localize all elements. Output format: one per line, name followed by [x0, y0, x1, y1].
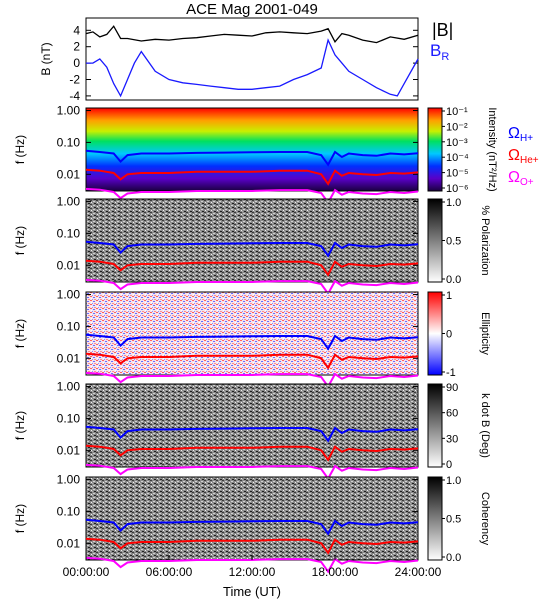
colorbar — [427, 107, 443, 192]
spectrogram-image — [86, 199, 418, 282]
chart-title: ACE Mag 2001-049 — [186, 1, 318, 18]
y-tick-label: 1.00 — [57, 288, 81, 302]
colorbar-tick-label: 0.5 — [446, 236, 461, 248]
y-tick-label: 1.00 — [57, 380, 81, 394]
spectrogram-image — [86, 477, 418, 560]
gyrofrequency-line-h — [85, 425, 419, 443]
y-tick-label: 0.10 — [57, 319, 81, 333]
y-axis-label: f (Hz) — [13, 319, 27, 348]
legend-label-b-total: |B| — [432, 20, 453, 40]
colorbar-label: Intensity (nT²/Hz) — [486, 107, 498, 191]
y-tick-label: 0.01 — [57, 443, 81, 457]
x-axis-label: Time (UT) — [223, 584, 281, 599]
gyrofrequency-line-h — [85, 240, 419, 258]
x-tick-label: 00:00:00 — [63, 565, 110, 579]
gyrofrequency-line-he — [85, 352, 419, 370]
y-tick-label: 0 — [73, 56, 80, 70]
gyrofrequency-line-h — [85, 518, 419, 536]
spectrogram-image — [86, 292, 418, 375]
series-line-b-total — [85, 25, 419, 44]
colorbar-tick-label: 60 — [446, 408, 458, 420]
gyrofrequency-line-o — [85, 278, 419, 296]
colorbar-tick-label: 1 — [446, 290, 452, 302]
y-tick-label: -2 — [69, 73, 80, 87]
gyrofrequency-line-he — [85, 537, 419, 555]
colorbar-tick-label: 10⁻³ — [446, 137, 468, 149]
colorbar-tick-label: 1.0 — [446, 197, 461, 209]
y-tick-label: 0.01 — [57, 536, 81, 550]
gyrofrequency-line-h — [85, 333, 419, 351]
colorbar-tick-label: 0.0 — [446, 552, 461, 564]
colorbar-tick-label: 90 — [446, 382, 458, 394]
gyrofrequency-line-o — [85, 463, 419, 481]
y-axis-label: f (Hz) — [13, 411, 27, 440]
colorbar-tick-label: 10⁻¹ — [446, 106, 468, 118]
colorbar-tick-label: 10⁻² — [446, 121, 468, 133]
y-tick-label: 1.00 — [57, 473, 81, 487]
colorbar-tick-label: 0 — [446, 459, 452, 471]
y-tick-label: 0.10 — [57, 504, 81, 518]
colorbar — [427, 198, 443, 283]
gyrofrequency-line-he — [85, 259, 419, 277]
colorbar-label: Ellipticity — [479, 312, 491, 355]
y-axis-label: B (nT) — [39, 42, 53, 75]
y-axis-label: f (Hz) — [13, 504, 27, 533]
colorbar-label: Coherency — [479, 492, 491, 546]
colorbar-tick-label: 10⁻⁵ — [446, 168, 469, 180]
y-axis-label: f (Hz) — [13, 135, 27, 164]
x-tick-label: 12:00:00 — [229, 565, 276, 579]
series-line-b-r — [86, 38, 419, 98]
colorbar-tick-label: 10⁻⁴ — [446, 152, 469, 164]
y-tick-label: 0.10 — [57, 135, 81, 149]
y-tick-label: 4 — [73, 23, 80, 37]
panel-frame — [85, 17, 419, 101]
colorbar-tick-label: 0.0 — [446, 274, 461, 286]
colorbar-label: % Polarization — [479, 205, 491, 275]
colorbar-tick-label: -1 — [446, 367, 456, 379]
colorbar — [427, 383, 443, 468]
x-tick-label: 24:00:00 — [395, 565, 442, 579]
y-tick-label: 0.01 — [57, 258, 81, 272]
colorbar-tick-label: 30 — [446, 433, 458, 445]
colorbar — [427, 476, 443, 561]
x-tick-label: 18:00:00 — [312, 565, 359, 579]
y-tick-label: 0.10 — [57, 411, 81, 425]
y-tick-label: -4 — [69, 89, 80, 103]
colorbar — [427, 291, 443, 376]
gyrofrequency-line-he — [85, 444, 419, 462]
spectrogram-image — [86, 384, 418, 467]
y-tick-label: 0.01 — [57, 351, 81, 365]
colorbar-tick-label: 1.0 — [446, 475, 461, 487]
legend-label-b-r: BR — [430, 41, 449, 63]
y-tick-label: 0.10 — [57, 226, 81, 240]
y-tick-label: 1.00 — [57, 104, 81, 118]
y-tick-label: 2 — [73, 40, 80, 54]
gyrofrequency-line-o — [85, 187, 419, 205]
gyrofrequency-line-o — [85, 556, 419, 574]
legend-label-omega-o: ΩO+ — [508, 169, 534, 188]
y-tick-label: 1.00 — [57, 195, 81, 209]
colorbar-tick-label: 0.5 — [446, 514, 461, 526]
y-axis-label: f (Hz) — [13, 226, 27, 255]
y-tick-label: 0.01 — [57, 167, 81, 181]
colorbar-tick-label: 0 — [446, 329, 452, 341]
x-tick-label: 06:00:00 — [146, 565, 193, 579]
gyrofrequency-line-o — [85, 371, 419, 389]
legend-label-omega-h: ΩH+ — [508, 125, 533, 144]
gyrofrequency-line-he — [85, 168, 419, 186]
colorbar-label: k dot B (Deg) — [479, 393, 491, 458]
gyrofrequency-line-h — [85, 149, 419, 167]
legend-label-omega-he: ΩHe+ — [508, 147, 539, 166]
colorbar-tick-label: 10⁻⁶ — [446, 183, 469, 195]
spectrogram-image — [86, 108, 418, 191]
